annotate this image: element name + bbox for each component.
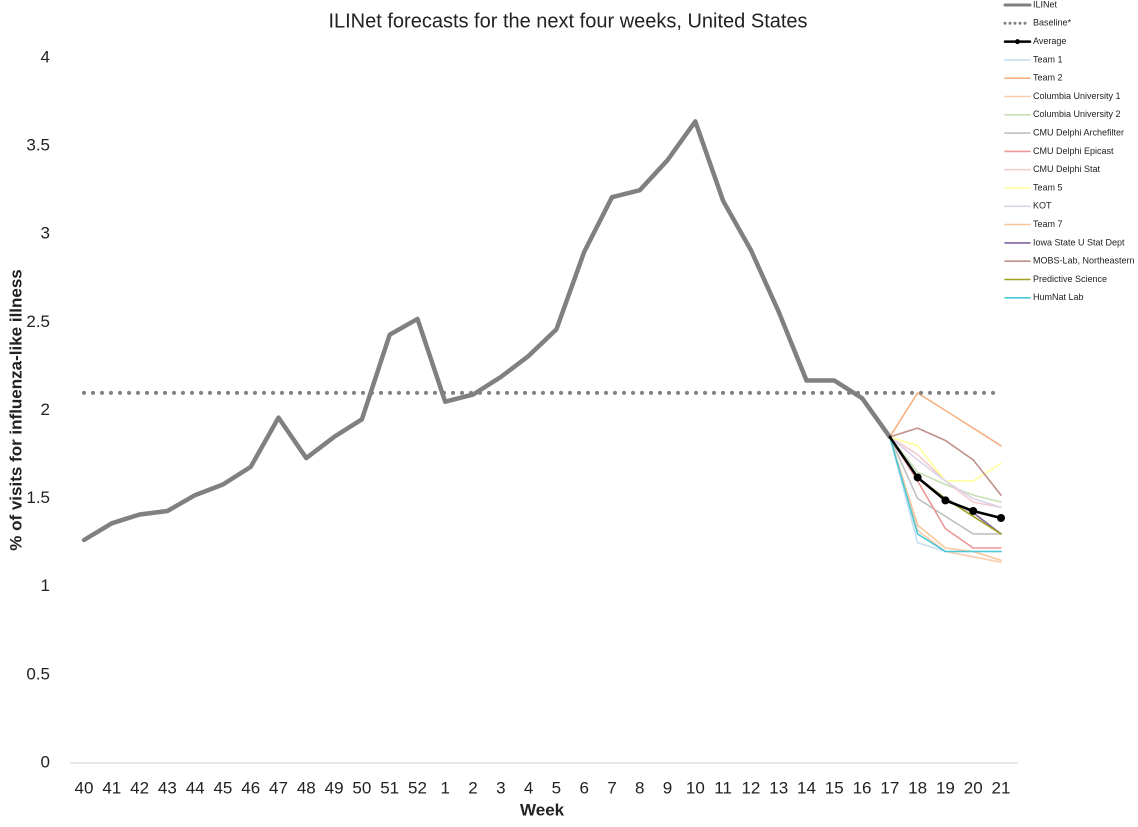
legend-label: Columbia University 1	[1033, 91, 1121, 101]
x-tick-label: 50	[352, 778, 371, 797]
series-line	[889, 427, 1002, 496]
series-line	[889, 436, 1002, 509]
x-tick-label: 1	[441, 778, 450, 797]
x-tick-label: 52	[408, 778, 427, 797]
x-tick-label: 2	[468, 778, 477, 797]
y-tick-label: 3	[41, 224, 50, 243]
y-axis-label: % of visits for influenza-like illness	[6, 269, 25, 551]
legend-label: KOT	[1033, 201, 1052, 211]
x-tick-label: 13	[769, 778, 788, 797]
x-tick-label: 12	[741, 778, 760, 797]
x-tick-label: 40	[75, 778, 94, 797]
x-tick-label: 6	[579, 778, 588, 797]
legend-label: Team 5	[1033, 182, 1063, 192]
y-tick-label: 3.5	[26, 136, 50, 155]
legend-label: CMU Delphi Epicast	[1033, 146, 1114, 156]
series-line	[889, 436, 1002, 549]
x-tick-label: 43	[158, 778, 177, 797]
x-tick-label: 17	[880, 778, 899, 797]
legend-label: Team 1	[1033, 54, 1063, 64]
x-tick-label: 20	[964, 778, 983, 797]
x-axis-label: Week	[520, 800, 565, 819]
y-tick-label: 4	[41, 47, 50, 66]
x-tick-label: 21	[992, 778, 1011, 797]
y-tick-label: 0	[41, 752, 50, 771]
series-line	[889, 436, 1002, 562]
legend-label: ILINet	[1033, 0, 1058, 9]
data-point	[941, 496, 950, 505]
x-tick-label: 10	[686, 778, 705, 797]
x-tick-label: 4	[524, 778, 533, 797]
x-tick-label: 41	[102, 778, 121, 797]
x-tick-label: 47	[269, 778, 288, 797]
series-line	[81, 119, 893, 543]
x-tick-label: 45	[213, 778, 232, 797]
legend-label: Iowa State U Stat Dept	[1033, 237, 1125, 247]
x-tick-label: 51	[380, 778, 399, 797]
chart-title: ILINet forecasts for the next four weeks…	[328, 10, 807, 32]
legend-label: Average	[1033, 36, 1066, 46]
x-tick-label: 3	[496, 778, 505, 797]
legend-marker	[1015, 39, 1020, 45]
x-tick-label: 11	[714, 778, 732, 797]
x-tick-label: 18	[908, 778, 927, 797]
data-point	[969, 506, 978, 515]
legend-label: Baseline*	[1033, 18, 1072, 28]
legend-label: Columbia University 2	[1033, 109, 1121, 119]
data-point	[913, 473, 922, 482]
x-tick-label: 14	[797, 778, 816, 797]
series-line	[889, 436, 1002, 553]
legend-label: CMU Delphi Archefilter	[1033, 127, 1124, 137]
legend-label: MOBS-Lab, Northeastern	[1033, 256, 1135, 266]
y-tick-label: 0.5	[26, 664, 50, 683]
x-tick-label: 49	[325, 778, 344, 797]
y-tick-label: 2.5	[26, 312, 50, 331]
x-tick-label: 19	[936, 778, 955, 797]
legend-label: Predictive Science	[1033, 274, 1107, 284]
x-tick-label: 16	[853, 778, 872, 797]
x-tick-label: 15	[825, 778, 844, 797]
legend-label: HumNat Lab	[1033, 292, 1084, 302]
y-tick-label: 1.5	[26, 488, 50, 507]
series-line	[889, 436, 1002, 503]
y-tick-label: 2	[41, 400, 50, 419]
legend-label: CMU Delphi Stat	[1033, 164, 1101, 174]
x-tick-label: 42	[130, 778, 149, 797]
x-tick-label: 48	[297, 778, 316, 797]
x-tick-label: 44	[186, 778, 205, 797]
series-line	[888, 435, 1003, 520]
x-tick-label: 46	[241, 778, 260, 797]
x-tick-label: 8	[635, 778, 644, 797]
series-line	[889, 392, 1002, 447]
x-tick-label: 7	[607, 778, 616, 797]
series-line	[889, 436, 1002, 535]
legend-label: Team 2	[1033, 73, 1063, 83]
x-tick-label: 9	[663, 778, 672, 797]
legend-label: Team 7	[1033, 219, 1063, 229]
y-tick-label: 1	[41, 576, 50, 595]
data-point	[997, 514, 1005, 523]
x-tick-label: 5	[552, 778, 561, 797]
